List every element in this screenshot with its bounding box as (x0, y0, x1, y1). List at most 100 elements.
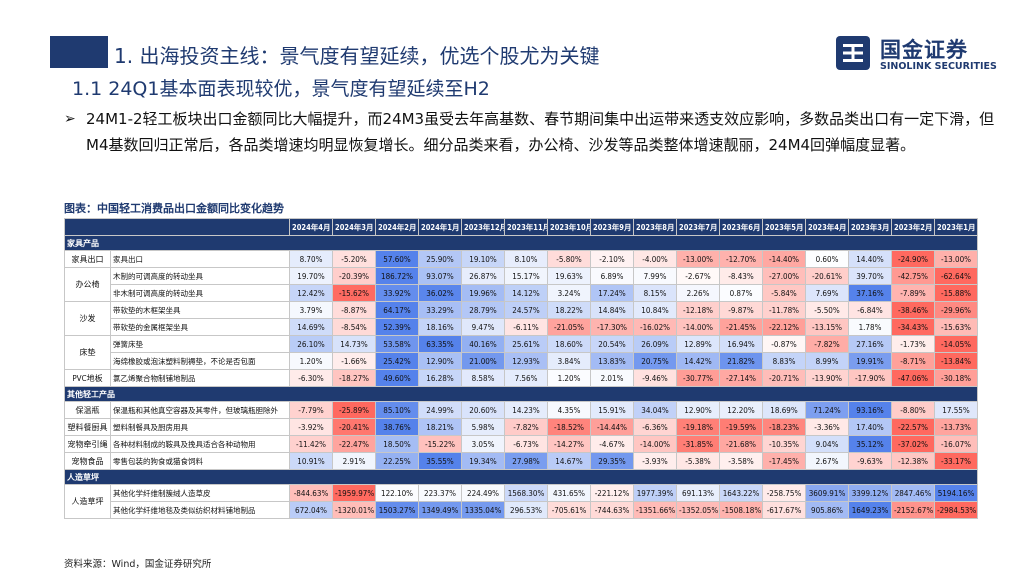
category-cell: 家具出口 (65, 251, 111, 268)
value-cell: 24.57% (505, 302, 548, 319)
subcategory-cell: 零售包装的狗食或猫食饲料 (111, 453, 290, 470)
value-cell: 16.94% (720, 336, 763, 353)
column-header: 2023年9月 (591, 219, 634, 236)
value-cell: 18.50% (376, 436, 419, 453)
bullet-text: 24M1-2轻工板块出口金额同比大幅提升，而24M3虽受去年高基数、春节期间集中… (64, 106, 1004, 158)
value-cell: 13.83% (591, 353, 634, 370)
value-cell: 18.22% (548, 302, 591, 319)
value-cell: -1.73% (892, 336, 935, 353)
value-cell: 1.78% (849, 319, 892, 336)
value-cell: 27.16% (849, 336, 892, 353)
subcategory-cell: 带软垫的金属框架坐具 (111, 319, 290, 336)
value-cell: -31.85% (677, 436, 720, 453)
value-cell: 1568.30% (505, 485, 548, 502)
category-cell: 办公椅 (65, 268, 111, 302)
value-cell: -2984.53% (935, 502, 978, 519)
logo-text-cn: 国金证券 (880, 34, 968, 64)
value-cell: 1.20% (290, 353, 333, 370)
value-cell: 36.02% (419, 285, 462, 302)
value-cell: 296.53% (505, 502, 548, 519)
value-cell: 14.69% (290, 319, 333, 336)
subcategory-cell: 氯乙烯聚合物制铺地制品 (111, 370, 290, 387)
value-cell: 1977.39% (634, 485, 677, 502)
value-cell: 18.21% (419, 419, 462, 436)
value-cell: -1351.66% (634, 502, 677, 519)
value-cell: -34.43% (892, 319, 935, 336)
value-cell: 19.34% (462, 453, 505, 470)
value-cell: 28.79% (462, 302, 505, 319)
column-header: 2024年3月 (333, 219, 376, 236)
value-cell: 29.35% (591, 453, 634, 470)
value-cell: 8.15% (634, 285, 677, 302)
value-cell: -12.38% (892, 453, 935, 470)
table-row: 办公椅 木制的可调高度的转动坐具 19.70% -20.39% 186.72% 93.07… (65, 268, 978, 285)
value-cell: -30.18% (935, 370, 978, 387)
value-cell: 7.69% (806, 285, 849, 302)
value-cell: 19.70% (290, 268, 333, 285)
column-header: 2023年8月 (634, 219, 677, 236)
table-row: 沙发 带软垫的木框架坐具 3.79% -8.87% 64.17% 33.29% 28.79%… (65, 302, 978, 319)
value-cell: 14.67% (548, 453, 591, 470)
value-cell: 35.12% (849, 436, 892, 453)
value-cell: -38.46% (892, 302, 935, 319)
value-cell: 25.42% (376, 353, 419, 370)
value-cell: -7.82% (806, 336, 849, 353)
value-cell: 4.35% (548, 402, 591, 419)
value-cell: 3399.12% (849, 485, 892, 502)
value-cell: -22.57% (892, 419, 935, 436)
value-cell: -21.45% (720, 319, 763, 336)
value-cell: -13.15% (806, 319, 849, 336)
value-cell: 3.05% (462, 436, 505, 453)
value-cell: 14.40% (849, 251, 892, 268)
value-cell: -1352.05% (677, 502, 720, 519)
category-cell: 沙发 (65, 302, 111, 336)
value-cell: 16.28% (419, 370, 462, 387)
value-cell: -27.14% (720, 370, 763, 387)
value-cell: 93.07% (419, 268, 462, 285)
column-header: 2024年1月 (419, 219, 462, 236)
subcategory-cell: 带软垫的木框架坐具 (111, 302, 290, 319)
table-row: 宠物牵引绳 各种材料制成的鞍具及挽具适合各种动物用 -11.42% -22.47% 18… (65, 436, 978, 453)
bullet-arrow-icon: ➢ (64, 106, 76, 132)
column-header: 2023年4月 (806, 219, 849, 236)
value-cell: -1.66% (333, 353, 376, 370)
value-cell: -15.88% (935, 285, 978, 302)
value-cell: -13.00% (677, 251, 720, 268)
value-cell: -6.30% (290, 370, 333, 387)
value-cell: 64.17% (376, 302, 419, 319)
page-subtitle: 1.1 24Q1基本面表现较优，景气度有望延续至H2 (72, 74, 490, 101)
source-note: 资料来源：Wind，国金证券研究所 (64, 556, 211, 570)
subcategory-cell: 家具出口 (111, 251, 290, 268)
value-cell: 57.60% (376, 251, 419, 268)
value-cell: 14.23% (505, 402, 548, 419)
value-cell: 1503.27% (376, 502, 419, 519)
value-cell: -14.40% (763, 251, 806, 268)
value-cell: -7.82% (505, 419, 548, 436)
section-header-row: 人造草坪 (65, 470, 978, 485)
value-cell: -37.02% (892, 436, 935, 453)
value-cell: 19.10% (462, 251, 505, 268)
value-cell: 71.24% (806, 402, 849, 419)
value-cell: -8.43% (720, 268, 763, 285)
value-cell: -4.00% (634, 251, 677, 268)
value-cell: 35.55% (419, 453, 462, 470)
value-cell: -33.17% (935, 453, 978, 470)
value-cell: -7.89% (892, 285, 935, 302)
value-cell: 49.60% (376, 370, 419, 387)
column-header: 2023年10月 (548, 219, 591, 236)
value-cell: -221.12% (591, 485, 634, 502)
value-cell: -3.58% (720, 453, 763, 470)
column-header: 2023年1月 (935, 219, 978, 236)
title-accent-bar (50, 36, 108, 68)
value-cell: 22.25% (376, 453, 419, 470)
value-cell: 2.91% (333, 453, 376, 470)
logo-text-en: SINOLINK SECURITIES (880, 61, 997, 72)
column-header: 2024年4月 (290, 219, 333, 236)
value-cell: 1649.23% (849, 502, 892, 519)
value-cell: -12.18% (677, 302, 720, 319)
value-cell: -2.10% (591, 251, 634, 268)
value-cell: 20.54% (591, 336, 634, 353)
table-row: 宠物食品 零售包装的狗食或猫食饲料 10.91% 2.91% 22.25% 35.55% 1… (65, 453, 978, 470)
value-cell: -15.62% (333, 285, 376, 302)
column-header: 2023年3月 (849, 219, 892, 236)
